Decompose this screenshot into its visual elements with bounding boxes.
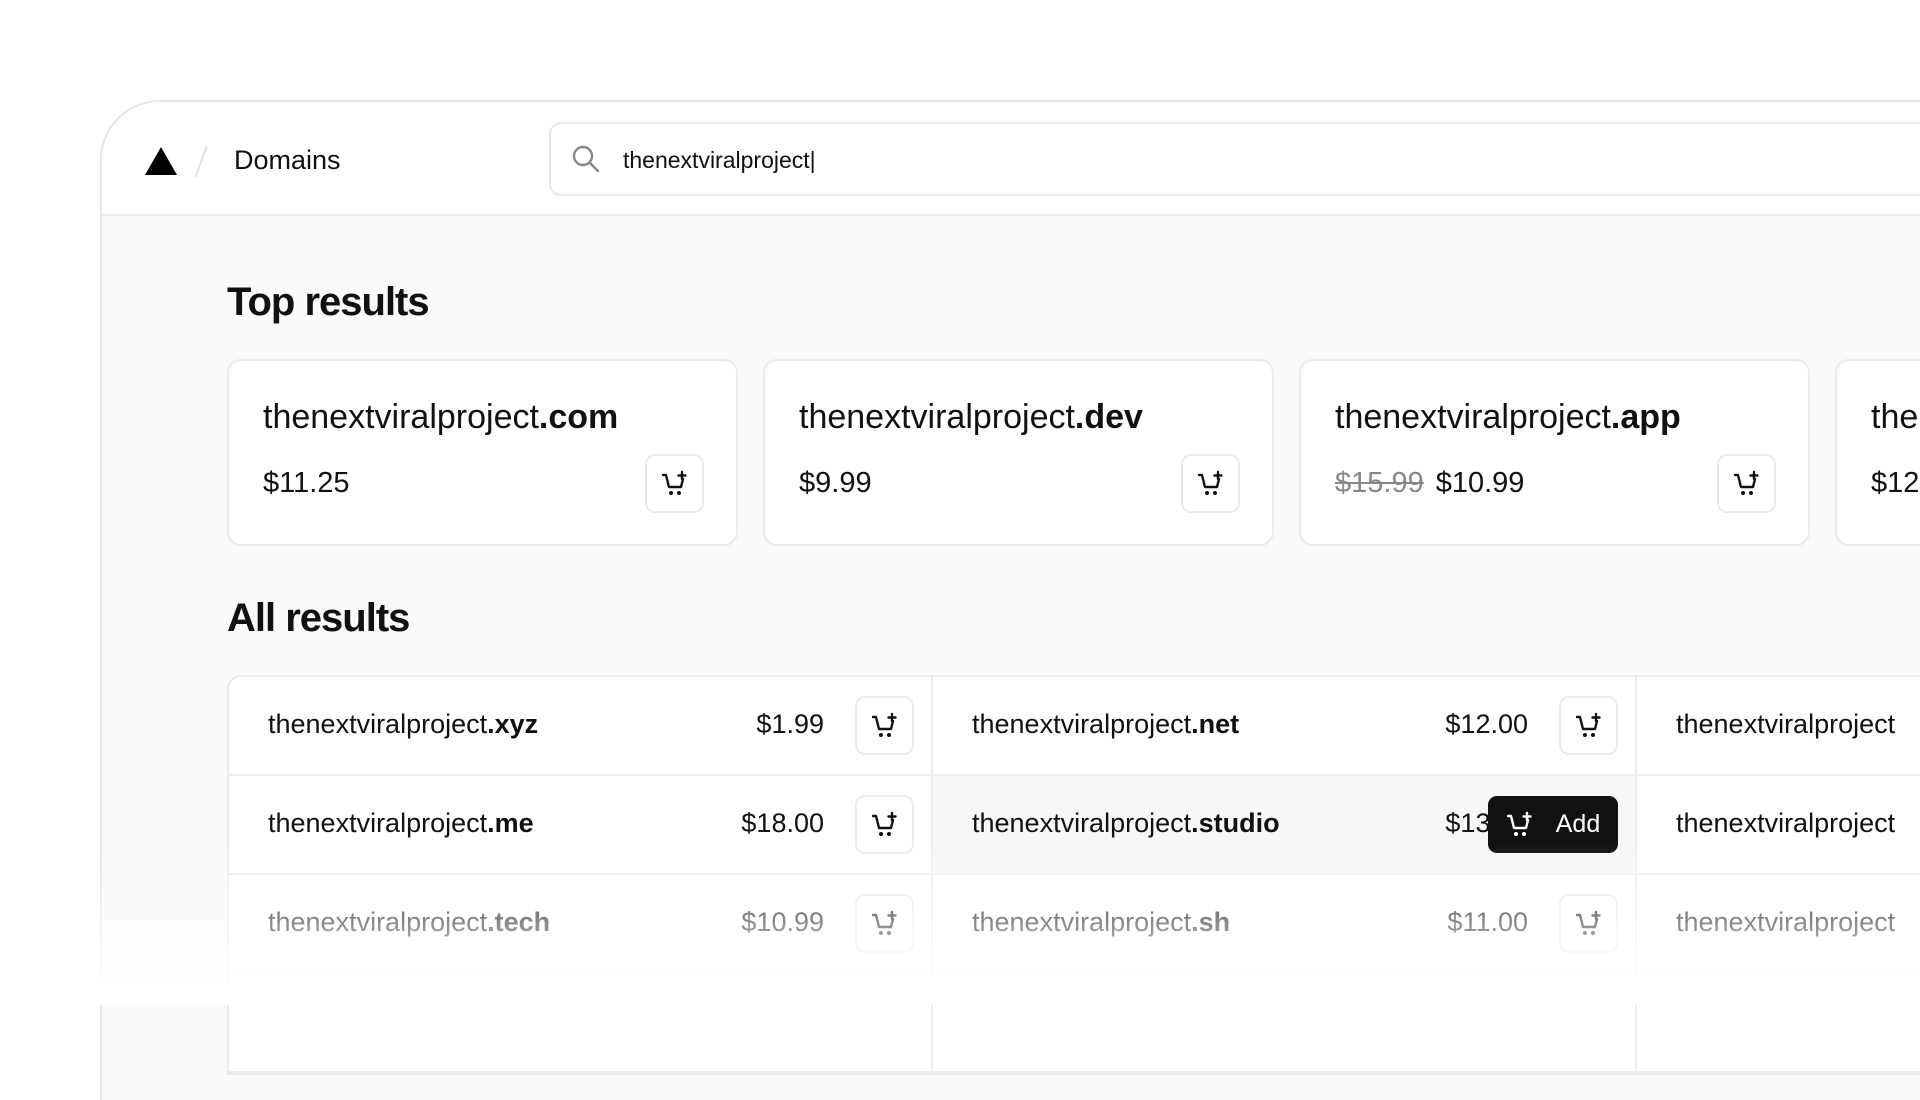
- domain-price: $12.9: [1871, 467, 1920, 499]
- cart-plus-icon: [871, 910, 897, 935]
- domain-name: thenextviralproject.studio: [972, 808, 1280, 838]
- cart-plus-icon: [1575, 910, 1601, 935]
- domain-card[interactable]: thenextviralproject.com $11.25: [227, 359, 738, 546]
- app-window: Domains thenextviralproject| Top results…: [100, 100, 1920, 1100]
- result-row[interactable]: thenextviralproject.sh $11.00: [933, 875, 1637, 974]
- domain-name: thenextviralproject.com: [263, 398, 619, 436]
- cart-plus-icon: [1733, 470, 1759, 495]
- search-query[interactable]: thenextviralproject|: [623, 147, 816, 173]
- domain-price: $1.99: [756, 709, 824, 739]
- domain-price: $9.99: [799, 467, 872, 499]
- result-row[interactable]: thenextviralproject: [1637, 677, 1920, 776]
- old-price: $15.99: [1335, 467, 1424, 499]
- result-row[interactable]: thenextviralproject: [1637, 875, 1920, 974]
- add-to-cart-button[interactable]: [645, 454, 704, 513]
- result-row[interactable]: thenextviralproject.tech $10.99: [229, 875, 933, 974]
- domain-name: thenextviralproject.me: [268, 808, 534, 838]
- domain-name: thenextviralproject.tech: [268, 907, 551, 937]
- domain-price: $11.25: [263, 467, 350, 499]
- search-icon: [572, 145, 600, 173]
- cart-plus-icon: [661, 470, 687, 495]
- domain-name: thenextviralproject.dev: [799, 398, 1143, 436]
- add-label: Add: [1555, 810, 1601, 838]
- domain-name: thenextviralproject: [1676, 907, 1896, 937]
- domain-price: $11.00: [1447, 907, 1528, 937]
- domain-card[interactable]: thenextviralproject.dev $9.99: [763, 359, 1274, 546]
- add-to-cart-button[interactable]: [855, 696, 914, 755]
- domain-price: $15.99 $10.99: [1335, 467, 1525, 499]
- add-to-cart-button[interactable]: [1559, 696, 1618, 755]
- cart-plus-icon: [871, 712, 897, 737]
- result-row[interactable]: [229, 974, 933, 1073]
- domain-name: thenextviralproject: [1871, 398, 1920, 436]
- breadcrumb-domains[interactable]: Domains: [234, 145, 341, 175]
- cart-plus-icon: [1506, 811, 1532, 836]
- add-to-cart-button[interactable]: [1717, 454, 1776, 513]
- result-row[interactable]: [1637, 974, 1920, 1073]
- domain-name: thenextviralproject: [1676, 808, 1896, 838]
- domain-card[interactable]: thenextviralproject.app $15.99 $10.99: [1299, 359, 1810, 546]
- result-row[interactable]: thenextviralproject.studio $13.99 Add: [933, 776, 1637, 875]
- add-to-cart-button[interactable]: [1181, 454, 1240, 513]
- result-row[interactable]: [933, 974, 1637, 1073]
- domain-price: $10.99: [741, 907, 824, 937]
- result-row[interactable]: thenextviralproject.xyz $1.99: [229, 677, 933, 776]
- breadcrumb-separator: [194, 146, 208, 178]
- domain-price: $18.00: [741, 808, 824, 838]
- domain-price: $12.00: [1445, 709, 1528, 739]
- add-to-cart-button[interactable]: [1559, 894, 1618, 953]
- domain-name: thenextviralproject.app: [1335, 398, 1681, 436]
- add-to-cart-button[interactable]: Add: [1488, 796, 1618, 853]
- result-row[interactable]: thenextviralproject.me $18.00: [229, 776, 933, 875]
- domain-name: thenextviralproject.sh: [972, 907, 1231, 937]
- domain-card[interactable]: thenextviralproject $12.9: [1835, 359, 1920, 546]
- results-table: thenextviralproject.xyz $1.99 thenextviral…: [227, 675, 1920, 1075]
- search-input[interactable]: thenextviralproject|: [549, 122, 1920, 196]
- result-row[interactable]: thenextviralproject.net $12.00: [933, 677, 1637, 776]
- logo-triangle-icon[interactable]: [145, 147, 177, 175]
- cart-plus-icon: [1575, 712, 1601, 737]
- add-to-cart-button[interactable]: [855, 894, 914, 953]
- header: Domains thenextviralproject|: [102, 102, 1920, 216]
- domain-name: thenextviralproject.net: [972, 709, 1240, 739]
- all-results-heading: All results: [227, 596, 410, 640]
- top-results-heading: Top results: [227, 280, 430, 324]
- domain-name: thenextviralproject: [1676, 709, 1896, 739]
- add-to-cart-button[interactable]: [855, 795, 914, 854]
- cart-plus-icon: [1197, 470, 1223, 495]
- cart-plus-icon: [871, 811, 897, 836]
- result-row[interactable]: thenextviralproject: [1637, 776, 1920, 875]
- domain-name: thenextviralproject.xyz: [268, 709, 539, 739]
